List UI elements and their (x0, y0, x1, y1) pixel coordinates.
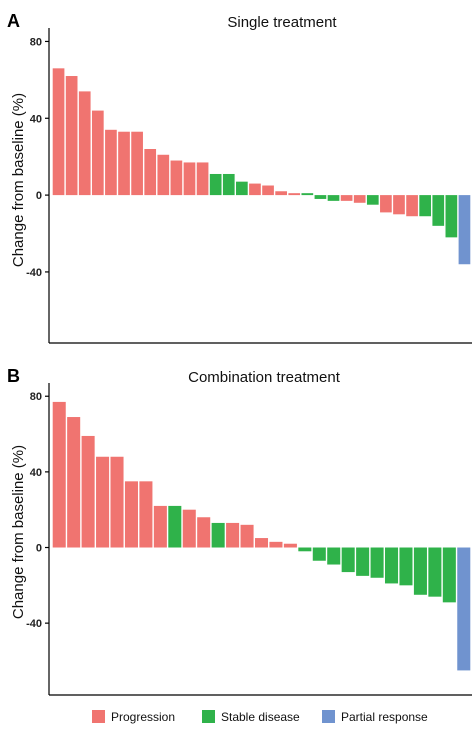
bar-progression (288, 193, 301, 196)
bar-progression (393, 195, 405, 215)
bar-progression (105, 129, 117, 196)
bar-stable-disease (445, 195, 458, 238)
legend-swatch-stable-disease (202, 710, 215, 723)
bar-progression (380, 195, 392, 213)
legend: Progression Stable disease Partial respo… (92, 710, 428, 724)
bar-progression (226, 522, 240, 548)
bar-progression (254, 538, 269, 548)
bar-progression (283, 543, 297, 548)
y-tick-label: 80 (30, 36, 42, 48)
bar-progression (182, 509, 196, 548)
bar-stable-disease (370, 547, 384, 578)
bar-progression (96, 456, 110, 548)
bar-stable-disease (432, 195, 445, 226)
bar-progression (353, 195, 366, 203)
bar-progression (91, 110, 104, 196)
y-tick-label: -40 (26, 618, 42, 630)
panel-b: B Combination treatment Change from base… (7, 366, 472, 696)
bar-partial-response (458, 195, 471, 265)
bar-progression (197, 517, 211, 548)
bar-progression (240, 524, 254, 548)
bar-progression (406, 195, 418, 217)
bar-progression (170, 160, 183, 196)
bar-stable-disease (341, 547, 355, 573)
panel-b-bars (52, 401, 471, 671)
bar-stable-disease (385, 547, 399, 584)
legend-swatch-progression (92, 710, 105, 723)
bar-progression (183, 162, 196, 196)
bar-stable-disease (356, 547, 370, 576)
bar-stable-disease (209, 173, 222, 196)
bar-progression (196, 162, 209, 196)
legend-label-partial-response: Partial response (341, 710, 428, 724)
y-tick-label: -40 (26, 267, 42, 279)
bar-stable-disease (211, 522, 225, 548)
bar-stable-disease (442, 547, 456, 603)
legend-label-stable-disease: Stable disease (221, 710, 300, 724)
bar-progression (131, 131, 143, 196)
panel-a-bars (52, 68, 471, 265)
bar-progression (110, 456, 124, 548)
bar-progression (153, 505, 167, 548)
legend-swatch-partial-response (322, 710, 335, 723)
bar-progression (269, 541, 283, 548)
bar-stable-disease (168, 505, 182, 548)
y-tick-label: 40 (30, 113, 42, 125)
bar-stable-disease (413, 547, 427, 595)
bar-stable-disease (327, 195, 340, 201)
bar-stable-disease (366, 195, 379, 205)
legend-item-progression: Progression (92, 710, 175, 724)
bar-stable-disease (419, 195, 432, 217)
legend-label-progression: Progression (111, 710, 175, 724)
panel-b-y-ticks: 80 40 0 -40 (26, 391, 49, 630)
panel-b-title: Combination treatment (188, 369, 341, 386)
bar-progression (144, 149, 157, 196)
y-tick-label: 0 (36, 543, 42, 555)
bar-stable-disease (314, 195, 327, 199)
bar-stable-disease (301, 193, 314, 196)
bar-stable-disease (222, 173, 235, 196)
panel-a-y-axis-label: Change from baseline (%) (10, 93, 27, 267)
panel-a: A Single treatment Change from baseline … (7, 11, 472, 344)
bar-progression (124, 481, 138, 548)
bar-stable-disease (298, 547, 312, 552)
y-tick-label: 40 (30, 467, 42, 479)
bar-progression (340, 195, 353, 201)
bar-progression (139, 481, 153, 548)
bar-progression (249, 183, 261, 196)
panel-a-title: Single treatment (227, 14, 337, 31)
bar-stable-disease (428, 547, 442, 597)
bar-progression (65, 76, 78, 196)
bar-stable-disease (327, 547, 341, 565)
panel-b-letter: B (7, 366, 20, 386)
bar-progression (81, 435, 95, 548)
bar-progression (52, 401, 66, 548)
panel-a-letter: A (7, 11, 20, 31)
y-tick-label: 80 (30, 391, 42, 403)
legend-item-stable-disease: Stable disease (202, 710, 300, 724)
y-tick-label: 0 (36, 190, 42, 202)
bar-progression (67, 417, 81, 548)
panel-a-y-ticks: 80 40 0 -40 (26, 36, 49, 279)
bar-stable-disease (312, 547, 326, 561)
bar-progression (157, 154, 170, 196)
bar-stable-disease (236, 181, 248, 196)
legend-item-partial-response: Partial response (322, 710, 428, 724)
panel-b-y-axis-label: Change from baseline (%) (10, 445, 27, 619)
bar-progression (78, 91, 91, 196)
bar-stable-disease (399, 547, 413, 586)
bar-progression (262, 185, 274, 196)
bar-progression (52, 68, 65, 196)
bar-progression (275, 191, 287, 196)
bar-partial-response (457, 547, 471, 671)
bar-progression (118, 131, 130, 196)
